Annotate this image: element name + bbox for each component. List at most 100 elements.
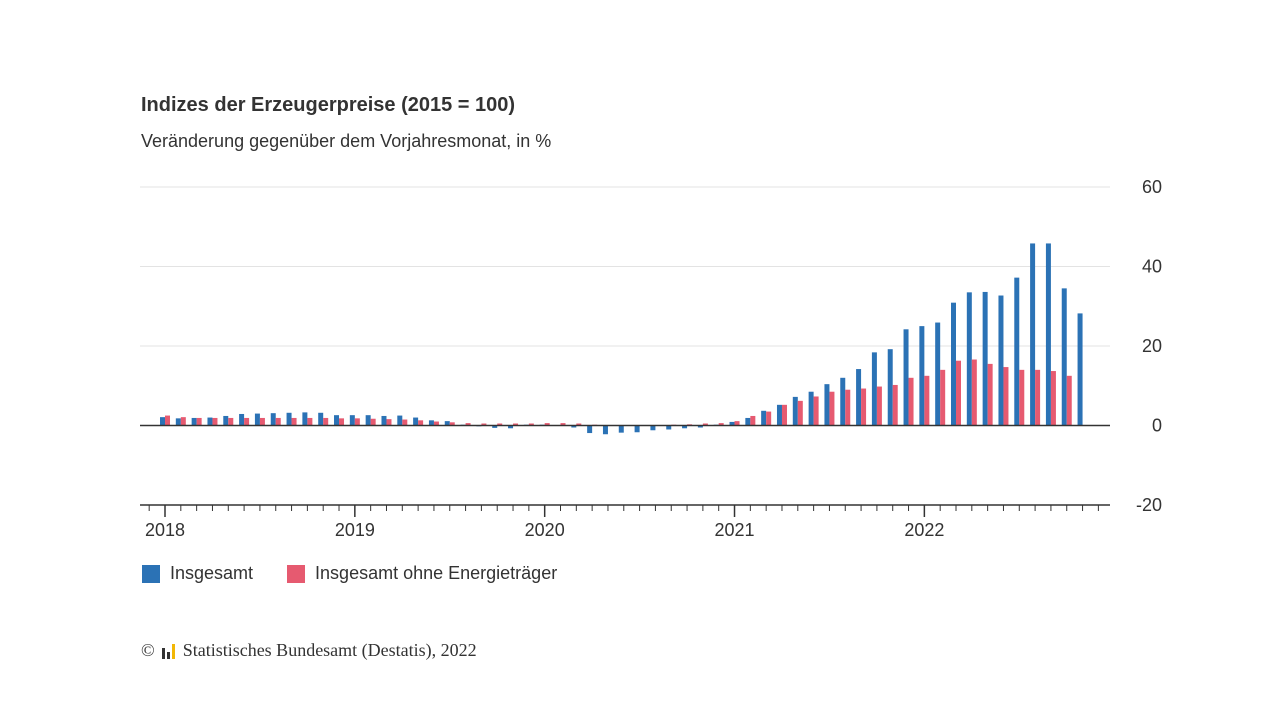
source-credit: © Statistisches Bundesamt (Destatis), 20… [141, 640, 477, 661]
chart-title: Indizes der Erzeugerpreise (2015 = 100) [141, 94, 516, 116]
bar-ohne-energie [497, 423, 503, 426]
bar-insgesamt [365, 415, 371, 426]
bar-ohne-energie [750, 415, 756, 426]
bar-ohne-energie [797, 400, 803, 426]
bar-ohne-energie [196, 417, 202, 426]
bar-insgesamt [508, 425, 514, 429]
legend-label-insgesamt: Insgesamt [170, 563, 254, 583]
bar-insgesamt [729, 421, 735, 426]
bar-insgesamt [207, 417, 213, 426]
bar-ohne-energie [956, 360, 961, 426]
x-tick-label: 2020 [525, 520, 565, 540]
bar-ohne-energie [465, 423, 471, 426]
bar-insgesamt [666, 425, 672, 430]
bar-insgesamt [492, 425, 498, 428]
bar-insgesamt [792, 396, 798, 426]
bar-ohne-energie [370, 418, 376, 426]
y-tick-label: 20 [1142, 336, 1162, 356]
bar-ohne-energie [354, 418, 360, 426]
bar-ohne-energie [829, 391, 835, 426]
bar-insgesamt [761, 410, 767, 426]
bar-ohne-energie [1003, 367, 1009, 426]
bar-insgesamt [444, 421, 450, 426]
bar-ohne-energie [861, 388, 867, 426]
bar-insgesamt [175, 418, 181, 426]
bar-ohne-energie [892, 384, 898, 426]
bar-insgesamt [871, 352, 877, 426]
bar-ohne-energie [781, 404, 787, 426]
bar-insgesamt [302, 412, 308, 426]
bar-insgesamt [1014, 277, 1020, 426]
bar-insgesamt [381, 415, 387, 426]
bar-ohne-energie [1019, 369, 1025, 426]
bar-ohne-energie [449, 422, 455, 426]
y-tick-label: 0 [1152, 416, 1162, 436]
bar-ohne-energie [544, 423, 550, 426]
bar-ohne-energie [433, 421, 439, 426]
legend-label-ohne-energie: Insgesamt ohne Energieträger [315, 563, 558, 583]
x-tick-label: 2022 [904, 520, 944, 540]
legend-swatch-ohne-energie [287, 564, 306, 583]
bar-insgesamt [349, 415, 355, 426]
bar-insgesamt [397, 415, 403, 426]
bar-insgesamt [887, 349, 893, 426]
bar-insgesamt [286, 412, 292, 426]
bar-insgesamt [951, 302, 956, 426]
bar-ohne-energie [165, 415, 170, 426]
bar-ohne-energie [275, 417, 281, 426]
bar-ohne-energie [813, 396, 819, 426]
bar-ohne-energie [576, 423, 582, 426]
legend: Insgesamt Insgesamt ohne Energieträger [142, 563, 557, 584]
bar-ohne-energie [845, 389, 851, 426]
bar-ohne-energie [766, 411, 772, 426]
bar-insgesamt [840, 377, 846, 426]
bar-ohne-energie [1035, 369, 1041, 426]
bar-ohne-energie [940, 369, 946, 426]
bar-ohne-energie [386, 419, 392, 426]
bar-insgesamt [1061, 288, 1067, 426]
bar-insgesamt [919, 326, 925, 426]
bar-insgesamt [697, 425, 703, 428]
copyright-symbol: © [141, 640, 155, 660]
bar-ohne-energie [560, 423, 566, 426]
bar-ohne-energie [307, 417, 313, 426]
bar-insgesamt [413, 417, 419, 426]
bar-ohne-energie [987, 363, 993, 426]
bar-insgesamt [824, 384, 830, 426]
bar-insgesamt [903, 329, 909, 426]
bar-ohne-energie [244, 417, 250, 426]
bar-ohne-energie [323, 417, 329, 426]
y-tick-label: 40 [1142, 257, 1162, 277]
x-tick-label: 2021 [714, 520, 754, 540]
bar-insgesamt [856, 369, 862, 426]
bar-insgesamt [1045, 243, 1051, 426]
bar-ohne-energie [291, 417, 297, 426]
bar-ohne-energie [971, 359, 977, 426]
bar-ohne-energie [228, 417, 234, 426]
legend-swatch-insgesamt [142, 564, 160, 583]
x-tick-label: 2019 [335, 520, 375, 540]
bar-ohne-energie [1066, 375, 1072, 426]
bar-ohne-energie [402, 419, 408, 426]
credit-text: Statistisches Bundesamt (Destatis), 2022 [182, 640, 477, 660]
legend-item-ohne-energie[interactable]: Insgesamt ohne Energieträger [287, 563, 557, 584]
bar-insgesamt [587, 425, 593, 434]
bar-ohne-energie [734, 421, 740, 426]
bar-ohne-energie [339, 418, 345, 426]
bar-insgesamt [618, 425, 624, 433]
bar-insgesamt [1077, 313, 1083, 426]
bar-ohne-energie [718, 423, 724, 426]
bar-insgesamt [160, 417, 165, 426]
bar-insgesamt [935, 322, 941, 426]
legend-item-insgesamt[interactable]: Insgesamt [142, 563, 253, 584]
bar-insgesamt [254, 413, 260, 426]
bar-ohne-energie [876, 386, 882, 426]
bar-insgesamt [650, 425, 656, 431]
chart-subtitle: Veränderung gegenüber dem Vorjahresmonat… [141, 131, 552, 151]
bar-ohne-energie [513, 423, 519, 426]
bar-insgesamt [982, 291, 988, 426]
bar-insgesamt [270, 413, 276, 426]
y-tick-label: -20 [1136, 495, 1162, 515]
bar-ohne-energie [1050, 371, 1056, 426]
bar-insgesamt [682, 425, 688, 429]
